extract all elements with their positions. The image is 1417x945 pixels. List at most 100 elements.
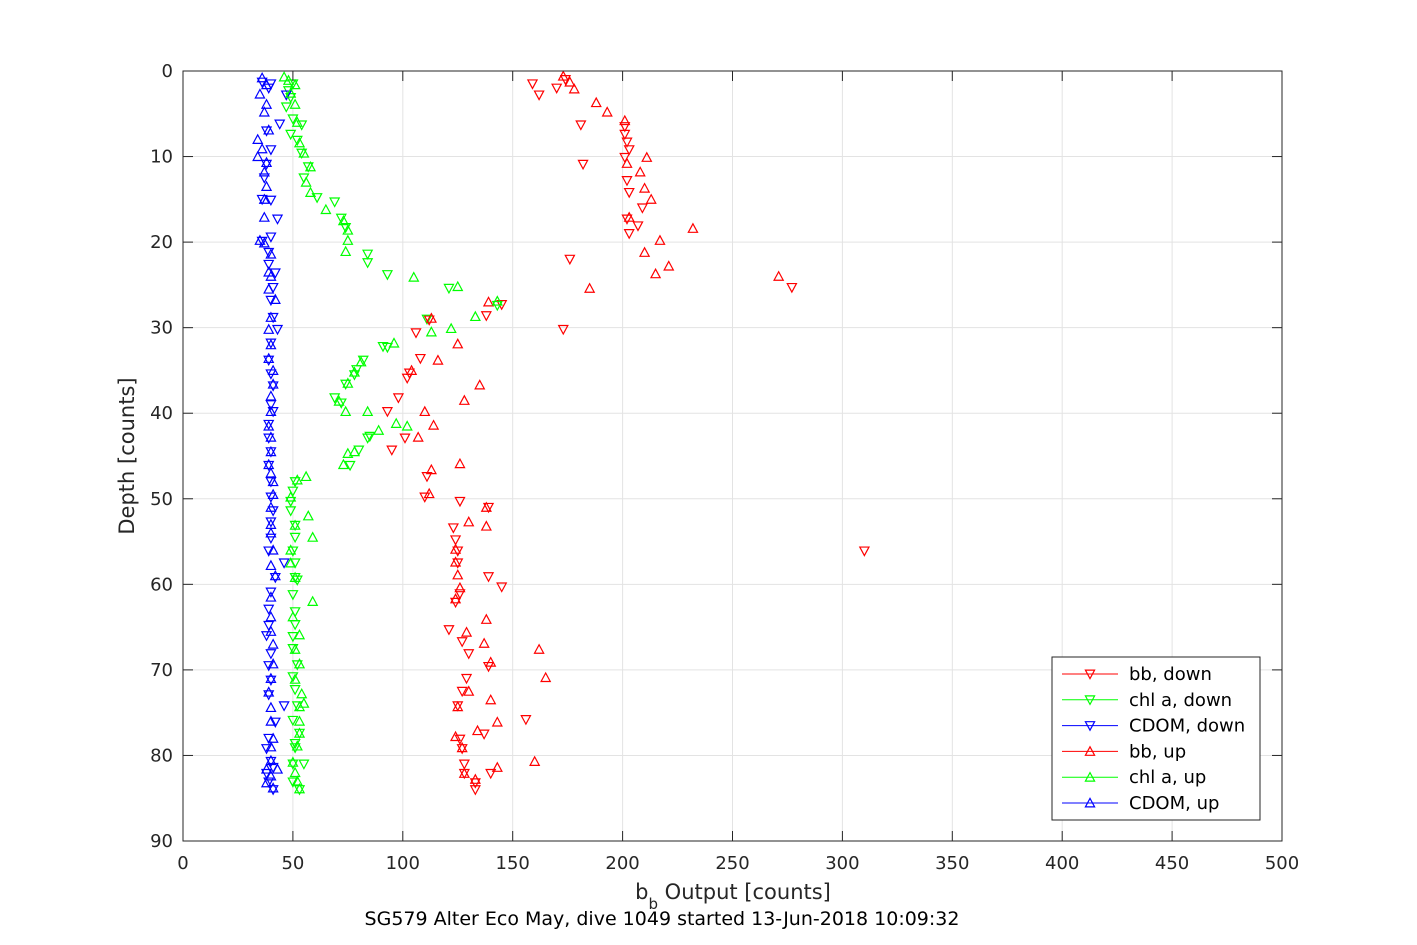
data-point [291, 740, 303, 751]
data-point [287, 756, 299, 767]
data-point [265, 431, 277, 442]
data-point [265, 517, 277, 528]
y-tick-label: 60 [150, 574, 173, 595]
data-point [263, 546, 275, 557]
legend-entry-label: chl a, up [1129, 767, 1206, 788]
data-point [342, 234, 354, 245]
data-point [362, 433, 374, 444]
data-point [414, 353, 426, 365]
data-point [252, 150, 264, 162]
data-point [584, 282, 596, 293]
data-point [342, 224, 354, 235]
data-point [269, 717, 281, 728]
data-point [491, 300, 503, 312]
data-point [452, 280, 464, 292]
data-point [482, 502, 495, 514]
data-point [280, 90, 292, 101]
data-point [638, 182, 651, 193]
data-point [265, 477, 277, 488]
data-point [265, 754, 277, 766]
data-point [449, 730, 462, 742]
data-point [265, 445, 277, 457]
data-point [405, 364, 418, 375]
data-point [564, 76, 576, 87]
data-point [258, 237, 270, 248]
data-point [289, 673, 301, 684]
data-point [381, 270, 394, 281]
data-point [289, 519, 301, 530]
data-point [342, 377, 354, 388]
data-point [445, 322, 457, 334]
data-point [392, 393, 405, 404]
data-point [298, 697, 310, 708]
data-point [263, 420, 275, 431]
data-point [401, 420, 413, 431]
data-point [491, 716, 503, 727]
data-point [302, 510, 314, 521]
data-point [289, 98, 301, 109]
data-point [452, 569, 464, 580]
data-point [645, 193, 657, 204]
y-axis-label: Depth [counts] [115, 377, 139, 534]
data-point [267, 658, 279, 669]
data-point [260, 763, 273, 774]
data-point [285, 129, 297, 141]
data-point [296, 148, 308, 159]
data-point [386, 445, 398, 456]
data-point [269, 268, 281, 279]
data-point [520, 715, 532, 726]
data-point [474, 379, 486, 390]
data-point [260, 776, 273, 788]
data-point [348, 366, 361, 377]
data-point [460, 673, 473, 685]
data-point [269, 293, 281, 304]
data-point [265, 587, 277, 598]
data-point [641, 151, 653, 162]
data-point [267, 407, 279, 418]
data-point [265, 405, 277, 417]
data-point [447, 523, 459, 534]
data-point [300, 470, 312, 482]
legend-marker [1084, 721, 1096, 732]
x-tick-label: 350 [935, 853, 969, 874]
series-chl-a-up [278, 71, 503, 794]
data-point [289, 477, 301, 488]
data-point [260, 631, 273, 642]
data-point [480, 520, 492, 531]
data-point [293, 700, 306, 712]
data-point [274, 119, 286, 130]
data-point [335, 213, 347, 225]
data-point [329, 197, 341, 208]
data-point [496, 582, 508, 593]
data-point [485, 656, 497, 667]
data-point [258, 211, 270, 222]
data-point [265, 533, 277, 544]
data-point [260, 744, 273, 755]
data-point [425, 312, 437, 323]
data-point [458, 759, 470, 770]
x-axis-label-subscript: b [648, 895, 658, 913]
data-point [293, 785, 306, 796]
x-tick-label: 200 [605, 853, 639, 874]
data-point [267, 785, 279, 796]
data-point [263, 661, 275, 672]
data-point [260, 98, 273, 109]
axis-ticks: 0 50 100 150 200 250 300 350 400 450 500 0 10 20 30 40 5… [150, 61, 1299, 874]
data-point [252, 133, 264, 144]
data-point [621, 176, 633, 187]
data-point [491, 295, 503, 306]
data-point [307, 595, 319, 606]
data-point [458, 394, 470, 405]
data-point [307, 531, 319, 542]
data-point [454, 581, 466, 593]
data-point [425, 326, 437, 337]
data-point [265, 248, 277, 259]
data-point [289, 571, 301, 582]
data-point [432, 354, 444, 365]
data-point [480, 501, 492, 512]
data-point [302, 162, 314, 173]
data-point [454, 457, 466, 469]
data-point [269, 569, 281, 581]
legend-marker [1084, 669, 1096, 680]
data-point [263, 458, 275, 470]
